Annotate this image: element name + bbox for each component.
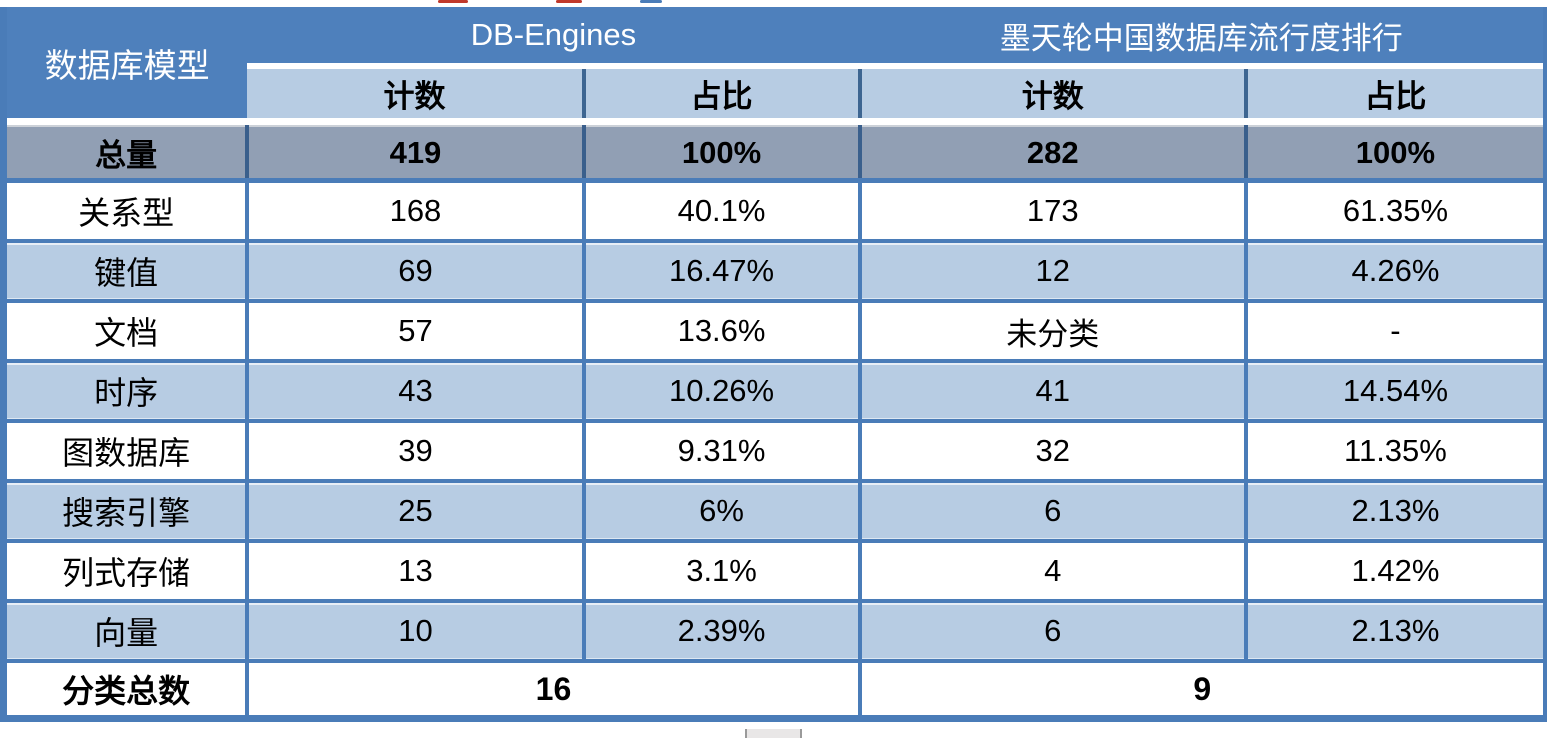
- cell-mtl-count: 6: [857, 601, 1246, 663]
- cell-db-share: 10.26%: [581, 361, 860, 423]
- cell-mtl-count: 282: [857, 125, 1246, 183]
- cell-mtl-count: 41: [857, 361, 1246, 423]
- category-totals-row: 分类总数 16 9: [3, 661, 1545, 719]
- total-row: 总量 419 100% 282 100%: [3, 125, 1545, 183]
- cell-db-count: 43: [245, 361, 584, 423]
- subheader-mtl-count: 计数: [857, 69, 1246, 118]
- row-label: 时序: [3, 361, 248, 423]
- cell-db-share: 3.1%: [581, 541, 860, 603]
- cell-mtl-share: 1.42%: [1243, 541, 1545, 603]
- cell-mtl-share: 14.54%: [1243, 361, 1545, 423]
- cell-db-share: 16.47%: [581, 241, 860, 303]
- db-model-comparison-table: 数据库模型 DB-Engines 墨天轮中国数据库流行度排行 计数 占比 计数 …: [0, 7, 1547, 722]
- group-header-row: 数据库模型 DB-Engines 墨天轮中国数据库流行度排行: [3, 7, 1545, 118]
- red-text-fragment: [438, 0, 468, 3]
- subheader-mtl-share: 占比: [1243, 69, 1545, 118]
- table-row-timeseries: 时序 43 10.26% 41 14.54%: [3, 361, 1545, 423]
- cell-mtl-count: 32: [857, 421, 1246, 483]
- table-row-columnar: 列式存储 13 3.1% 4 1.42%: [3, 541, 1545, 603]
- cell-db-share: 6%: [581, 481, 860, 543]
- table-row-vector: 向量 10 2.39% 6 2.13%: [3, 601, 1545, 663]
- row-label: 向量: [3, 601, 248, 663]
- row-label: 键值: [3, 241, 248, 303]
- red-text-fragment: [556, 0, 582, 3]
- sub-header-row: 计数 占比 计数 占比: [4, 69, 1545, 118]
- cell-db-share: 2.39%: [581, 601, 860, 663]
- corner-header-cell: 数据库模型: [3, 7, 248, 118]
- cell-mtl-count: 173: [857, 180, 1246, 243]
- cell-db-category-total: 16: [245, 661, 860, 719]
- row-label: 图数据库: [3, 421, 248, 483]
- cell-mtl-count: 6: [857, 481, 1246, 543]
- top-edge-text-fragments: [0, 0, 1547, 7]
- row-label: 文档: [3, 301, 248, 363]
- group-header-motianlun: 墨天轮中国数据库流行度排行: [859, 7, 1545, 63]
- header-gap-strip: [4, 63, 1545, 69]
- table-row-search: 搜索引擎 25 6% 6 2.13%: [3, 481, 1545, 543]
- cell-db-share: 100%: [581, 125, 860, 183]
- row-label: 关系型: [3, 180, 248, 243]
- cell-db-count: 25: [245, 481, 584, 543]
- row-label: 列式存储: [3, 541, 248, 603]
- table-row-relational: 关系型 168 40.1% 173 61.35%: [3, 180, 1545, 243]
- cell-mtl-count: 4: [857, 541, 1246, 603]
- cell-mtl-share: -: [1243, 301, 1545, 363]
- cell-mtl-count: 12: [857, 241, 1246, 303]
- cell-db-share: 9.31%: [581, 421, 860, 483]
- row-label: 搜索引擎: [3, 481, 248, 543]
- table-row-graph: 图数据库 39 9.31% 32 11.35%: [3, 421, 1545, 483]
- cell-mtl-share: 2.13%: [1243, 481, 1545, 543]
- subheader-db-count: 计数: [247, 69, 584, 118]
- cell-mtl-share: 100%: [1243, 125, 1545, 183]
- cell-mtl-share: 61.35%: [1243, 180, 1545, 243]
- row-label: 分类总数: [3, 661, 248, 719]
- cell-mtl-category-total: 9: [857, 661, 1545, 719]
- cell-mtl-share: 4.26%: [1243, 241, 1545, 303]
- blue-text-fragment: [640, 0, 662, 3]
- cell-db-count: 10: [245, 601, 584, 663]
- subheader-db-share: 占比: [581, 69, 860, 118]
- cell-db-count: 419: [245, 125, 584, 183]
- cell-db-count: 13: [245, 541, 584, 603]
- cell-db-count: 69: [245, 241, 584, 303]
- group-header-db-engines: DB-Engines: [247, 7, 860, 63]
- cell-mtl-count: 未分类: [857, 301, 1246, 363]
- table-row-document: 文档 57 13.6% 未分类 -: [3, 301, 1545, 363]
- scrollbar-fragment[interactable]: [745, 729, 802, 738]
- cell-mtl-share: 11.35%: [1243, 421, 1545, 483]
- table-row-keyvalue: 键值 69 16.47% 12 4.26%: [3, 241, 1545, 303]
- cell-db-count: 57: [245, 301, 584, 363]
- cell-db-share: 13.6%: [581, 301, 860, 363]
- cell-db-count: 39: [245, 421, 584, 483]
- row-label: 总量: [3, 125, 248, 183]
- cell-db-count: 168: [245, 180, 584, 243]
- cell-db-share: 40.1%: [581, 180, 860, 243]
- cell-mtl-share: 2.13%: [1243, 601, 1545, 663]
- header-body-gap-strip: [3, 118, 1545, 126]
